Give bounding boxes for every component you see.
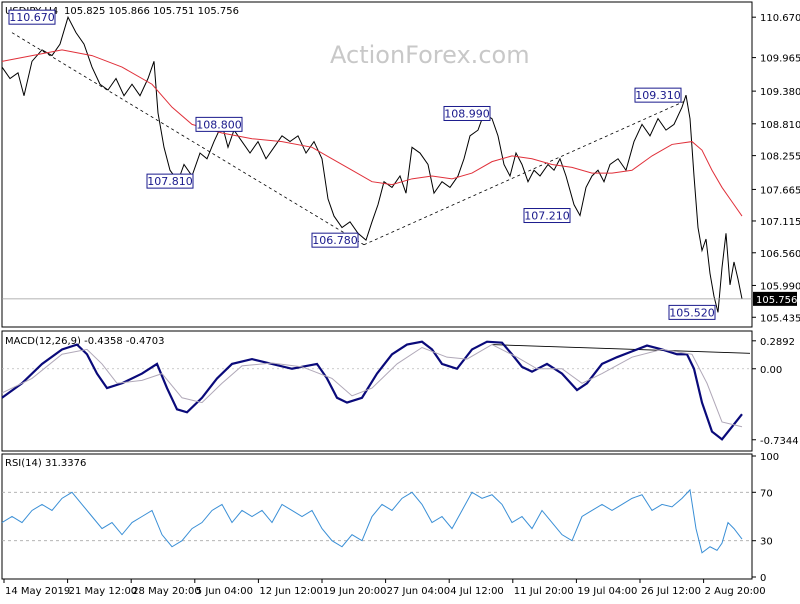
macd-tick-label: 0.2892 — [760, 337, 795, 348]
rsi-tick-label: 70 — [760, 488, 773, 499]
macd-line — [1, 340, 743, 441]
price-label-text: 108.800 — [196, 118, 242, 131]
rsi-tick-label: 100 — [760, 452, 779, 463]
price-tick-label: 108.810 — [760, 120, 800, 131]
price-tick-label: 108.255 — [760, 152, 800, 163]
price-tick-label: 106.560 — [760, 249, 800, 260]
price-label-box — [311, 232, 359, 248]
time-tick-label: 2 Aug 20:00 — [705, 586, 766, 597]
price-panel: ActionForex.com USDJPY,H4 105.825 105.86… — [1, 1, 800, 328]
macd-tick-label: 0.00 — [760, 365, 782, 376]
price-tick-label: 107.115 — [760, 217, 800, 228]
price-annotations: 110.670 108.800 107.810 106.780 108.990 107.2… — [8, 9, 716, 320]
price-label-box — [668, 304, 716, 320]
time-tick-label: 21 May 12:00 — [69, 586, 138, 597]
rsi-series — [1, 488, 743, 554]
price-label-box — [634, 87, 682, 103]
rsi-panel: RSI(14) 31.3376 100 70 30 0 — [1, 452, 779, 584]
time-tick-label: 14 May 2019 — [5, 586, 70, 597]
watermark: ActionForex.com — [330, 41, 530, 69]
price-tick-label: 105.435 — [760, 313, 800, 324]
macd-panel-title: MACD(12,26,9) -0.4358 -0.4703 — [5, 336, 165, 347]
price-label-box — [523, 208, 571, 224]
rsi-panel-title: RSI(14) 31.3376 — [5, 458, 86, 469]
price-label-text: 106.780 — [312, 234, 358, 247]
macd-trendline — [491, 344, 751, 354]
time-tick-label: 19 Jul 04:00 — [577, 586, 637, 597]
price-label-text: 110.670 — [9, 11, 55, 24]
macd-signal-line — [1, 344, 743, 428]
price-ohlc-readout: 105.825 105.866 105.751 105.756 — [64, 6, 239, 17]
rsi-tick-label: 0 — [760, 573, 766, 584]
time-tick-label: 26 Jul 12:00 — [641, 586, 701, 597]
price-label-box — [195, 116, 243, 132]
time-tick-label: 11 Jul 20:00 — [514, 586, 574, 597]
time-tick-label: 4 Jul 12:00 — [450, 586, 504, 597]
price-line — [1, 15, 743, 313]
price-tick-label: 109.380 — [760, 87, 800, 98]
price-tick-label: 105.990 — [760, 281, 800, 292]
time-tick-label: 19 Jun 20:00 — [323, 586, 387, 597]
price-label-text: 108.990 — [444, 107, 490, 120]
price-tick-label: 110.670 — [760, 13, 800, 24]
price-label-text: 107.810 — [147, 175, 193, 188]
macd-tick-label: -0.7344 — [760, 436, 799, 447]
moving-average-line — [1, 49, 743, 217]
price-label-text: 107.210 — [524, 210, 570, 223]
macd-series — [1, 340, 743, 441]
dashed-trendline — [11, 32, 365, 246]
price-axis: 110.670 109.965 109.380 108.810 108.255 107.6… — [752, 13, 800, 324]
current-price-marker: 105.756 — [2, 291, 797, 306]
price-label-text: 105.520 — [669, 306, 715, 319]
rsi-axis: 100 70 30 0 — [2, 452, 779, 584]
macd-trendlines — [491, 344, 751, 354]
price-series — [1, 15, 743, 313]
price-trendlines — [11, 32, 685, 246]
macd-panel: MACD(12,26,9) -0.4358 -0.4703 0.2892 0.00… — [1, 330, 799, 452]
price-label-box — [146, 173, 194, 189]
macd-axis: 0.2892 0.00 -0.7344 — [2, 337, 799, 447]
rsi-tick-label: 30 — [760, 537, 773, 548]
rsi-line — [1, 488, 743, 554]
price-tick-label: 107.665 — [760, 185, 800, 196]
time-tick-label: 12 Jun 12:00 — [259, 586, 323, 597]
dashed-trendline — [363, 101, 685, 246]
time-tick-label: 5 Jun 04:00 — [196, 586, 253, 597]
time-tick-label: 27 Jun 04:00 — [387, 586, 451, 597]
current-price-tag — [753, 291, 797, 306]
current-price-text: 105.756 — [756, 295, 797, 306]
price-tick-label: 109.965 — [760, 54, 800, 65]
price-label-box — [443, 105, 491, 121]
price-label-box — [8, 9, 56, 25]
price-label-text: 109.310 — [635, 89, 681, 102]
time-tick-label: 28 May 20:00 — [132, 586, 201, 597]
